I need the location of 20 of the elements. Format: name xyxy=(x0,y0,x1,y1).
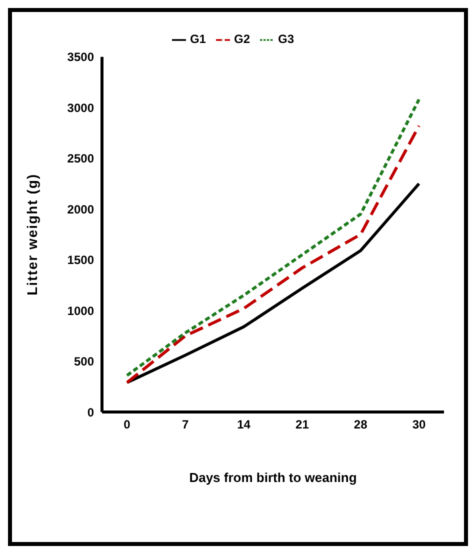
y-tick-label: 3000 xyxy=(67,100,94,115)
y-tick-label: 500 xyxy=(74,354,94,369)
y-tick-label: 2500 xyxy=(67,152,94,166)
y-tick-label: 1500 xyxy=(67,253,94,268)
y-tick-label: 2000 xyxy=(67,202,94,216)
line-series xyxy=(126,182,420,384)
y-tick-label: 0 xyxy=(87,405,94,420)
y-axis-title: Litter weight (g) xyxy=(24,173,40,296)
x-tick-label: 30 xyxy=(412,418,426,432)
x-tick-label: 21 xyxy=(296,418,310,432)
legend-label: G2 xyxy=(234,32,250,46)
legend-label: G3 xyxy=(278,32,294,46)
x-axis-title: Days from birth to weaning xyxy=(189,470,357,485)
x-tick-label: 0 xyxy=(124,418,131,432)
legend-label: G1 xyxy=(190,32,206,46)
x-tick-label: 28 xyxy=(354,418,368,432)
x-tick-label: 7 xyxy=(182,418,190,432)
y-tick-label: 1000 xyxy=(67,304,94,318)
x-tick-label: 14 xyxy=(237,418,251,432)
y-tick-label: 3500 xyxy=(67,50,94,64)
